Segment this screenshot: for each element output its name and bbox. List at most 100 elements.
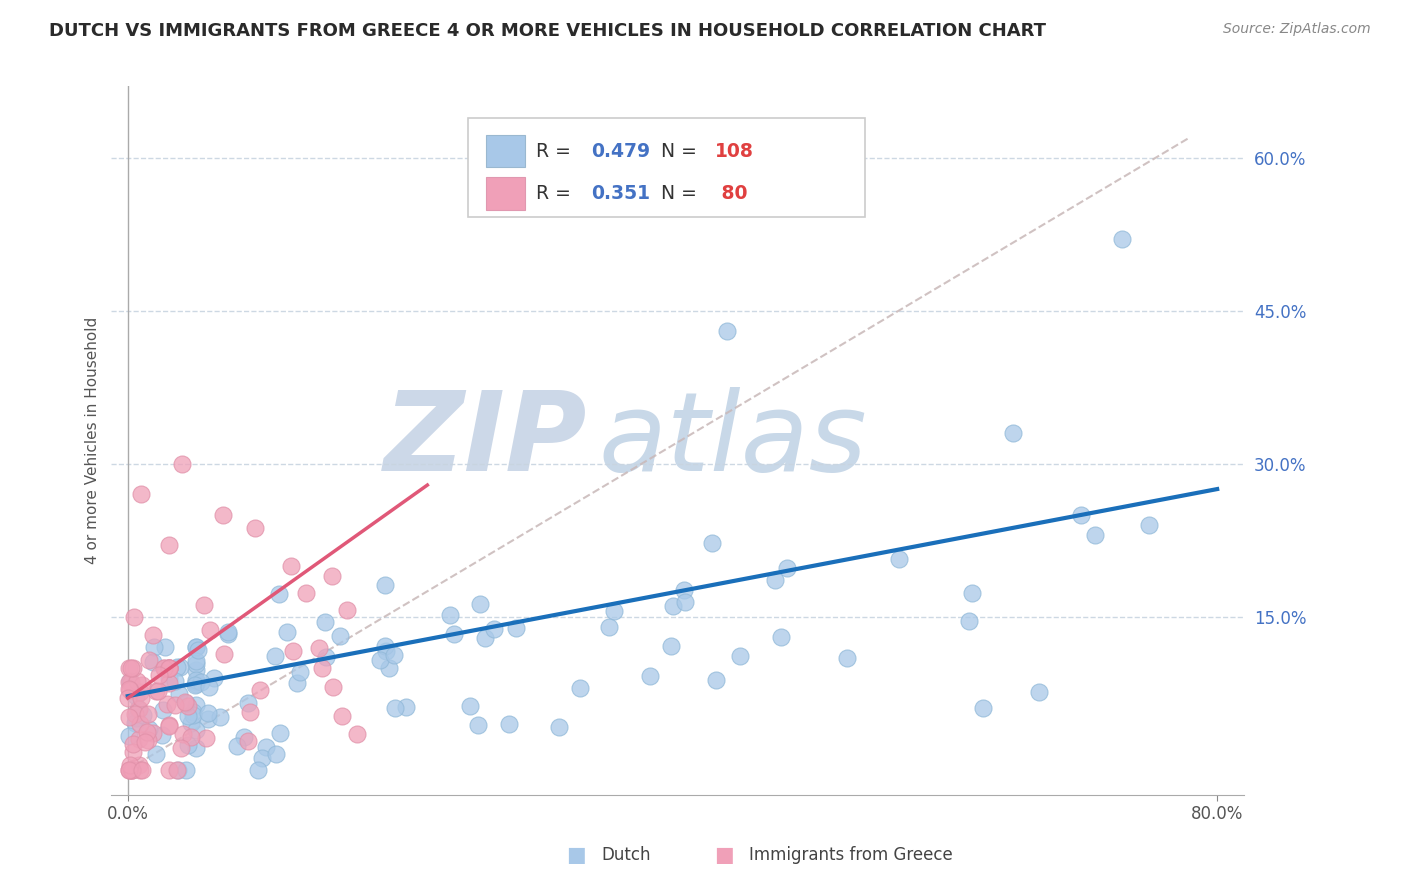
- Point: [321, 569, 343, 583]
- Text: R =: R =: [536, 184, 578, 203]
- Point: [121, 745, 143, 759]
- Point: [172, 727, 194, 741]
- Point: [281, 644, 304, 658]
- Point: [138, 653, 160, 667]
- Point: [197, 713, 219, 727]
- Point: [176, 709, 198, 723]
- Point: [118, 763, 141, 777]
- Point: [136, 725, 159, 739]
- Point: [157, 671, 180, 685]
- Point: [603, 604, 626, 618]
- Point: [184, 677, 207, 691]
- Point: [1137, 517, 1160, 532]
- Point: [728, 648, 751, 663]
- Text: Dutch: Dutch: [602, 846, 651, 863]
- Point: [157, 719, 180, 733]
- Point: [212, 508, 235, 522]
- Point: [1111, 232, 1133, 246]
- Point: [374, 639, 396, 653]
- Point: [700, 536, 723, 550]
- Point: [174, 696, 197, 710]
- Point: [264, 649, 287, 664]
- Text: N =: N =: [661, 142, 703, 161]
- Point: [311, 661, 333, 675]
- Text: 0.351: 0.351: [591, 184, 650, 203]
- Point: [118, 763, 141, 777]
- Point: [118, 674, 141, 689]
- Point: [329, 629, 352, 643]
- Point: [184, 640, 207, 655]
- Point: [249, 682, 271, 697]
- Point: [439, 608, 461, 623]
- Point: [212, 647, 235, 661]
- Point: [127, 673, 149, 688]
- Point: [148, 668, 170, 682]
- Point: [498, 716, 520, 731]
- Text: 108: 108: [716, 142, 754, 161]
- Point: [124, 610, 146, 624]
- Point: [145, 684, 167, 698]
- Text: DUTCH VS IMMIGRANTS FROM GREECE 4 OR MORE VEHICLES IN HOUSEHOLD CORRELATION CHAR: DUTCH VS IMMIGRANTS FROM GREECE 4 OR MOR…: [49, 22, 1046, 40]
- Point: [157, 660, 180, 674]
- Point: [330, 708, 353, 723]
- Point: [184, 741, 207, 756]
- Point: [157, 763, 180, 777]
- Point: [184, 675, 207, 690]
- Point: [374, 643, 396, 657]
- Point: [131, 487, 153, 501]
- Point: [153, 640, 176, 655]
- Point: [142, 640, 165, 655]
- Point: [121, 763, 143, 777]
- Point: [157, 718, 180, 732]
- Point: [548, 721, 571, 735]
- Point: [887, 552, 910, 566]
- Point: [132, 708, 155, 723]
- Point: [382, 648, 405, 662]
- Point: [474, 632, 496, 646]
- Point: [120, 674, 142, 689]
- Point: [142, 726, 165, 740]
- Point: [174, 695, 197, 709]
- Point: [322, 681, 344, 695]
- Point: [972, 700, 994, 714]
- Point: [172, 457, 194, 471]
- Point: [776, 560, 799, 574]
- Point: [127, 702, 149, 716]
- Point: [184, 640, 207, 655]
- Point: [169, 659, 191, 673]
- Point: [167, 687, 190, 701]
- Point: [246, 763, 269, 777]
- Point: [184, 663, 207, 677]
- Point: [152, 703, 174, 717]
- Point: [129, 691, 152, 706]
- Point: [128, 757, 150, 772]
- Point: [957, 614, 980, 628]
- Point: [835, 650, 858, 665]
- Point: [1028, 685, 1050, 699]
- Point: [233, 730, 256, 744]
- Point: [183, 678, 205, 692]
- Point: [118, 660, 141, 674]
- FancyBboxPatch shape: [468, 119, 865, 218]
- Point: [368, 653, 391, 667]
- Point: [121, 661, 143, 675]
- Point: [136, 707, 159, 722]
- Point: [315, 650, 337, 665]
- Point: [134, 735, 156, 749]
- Point: [121, 763, 143, 777]
- Point: [165, 673, 187, 688]
- Point: [770, 630, 793, 644]
- Point: [170, 740, 193, 755]
- Text: Source: ZipAtlas.com: Source: ZipAtlas.com: [1223, 22, 1371, 37]
- Point: [184, 654, 207, 668]
- Text: Immigrants from Greece: Immigrants from Greece: [749, 846, 953, 863]
- Point: [288, 665, 311, 680]
- Text: ■: ■: [714, 845, 734, 864]
- Point: [640, 668, 662, 682]
- Point: [254, 740, 277, 755]
- Point: [217, 624, 239, 639]
- Point: [157, 660, 180, 674]
- Point: [121, 737, 143, 751]
- Point: [187, 643, 209, 657]
- Point: [125, 711, 148, 725]
